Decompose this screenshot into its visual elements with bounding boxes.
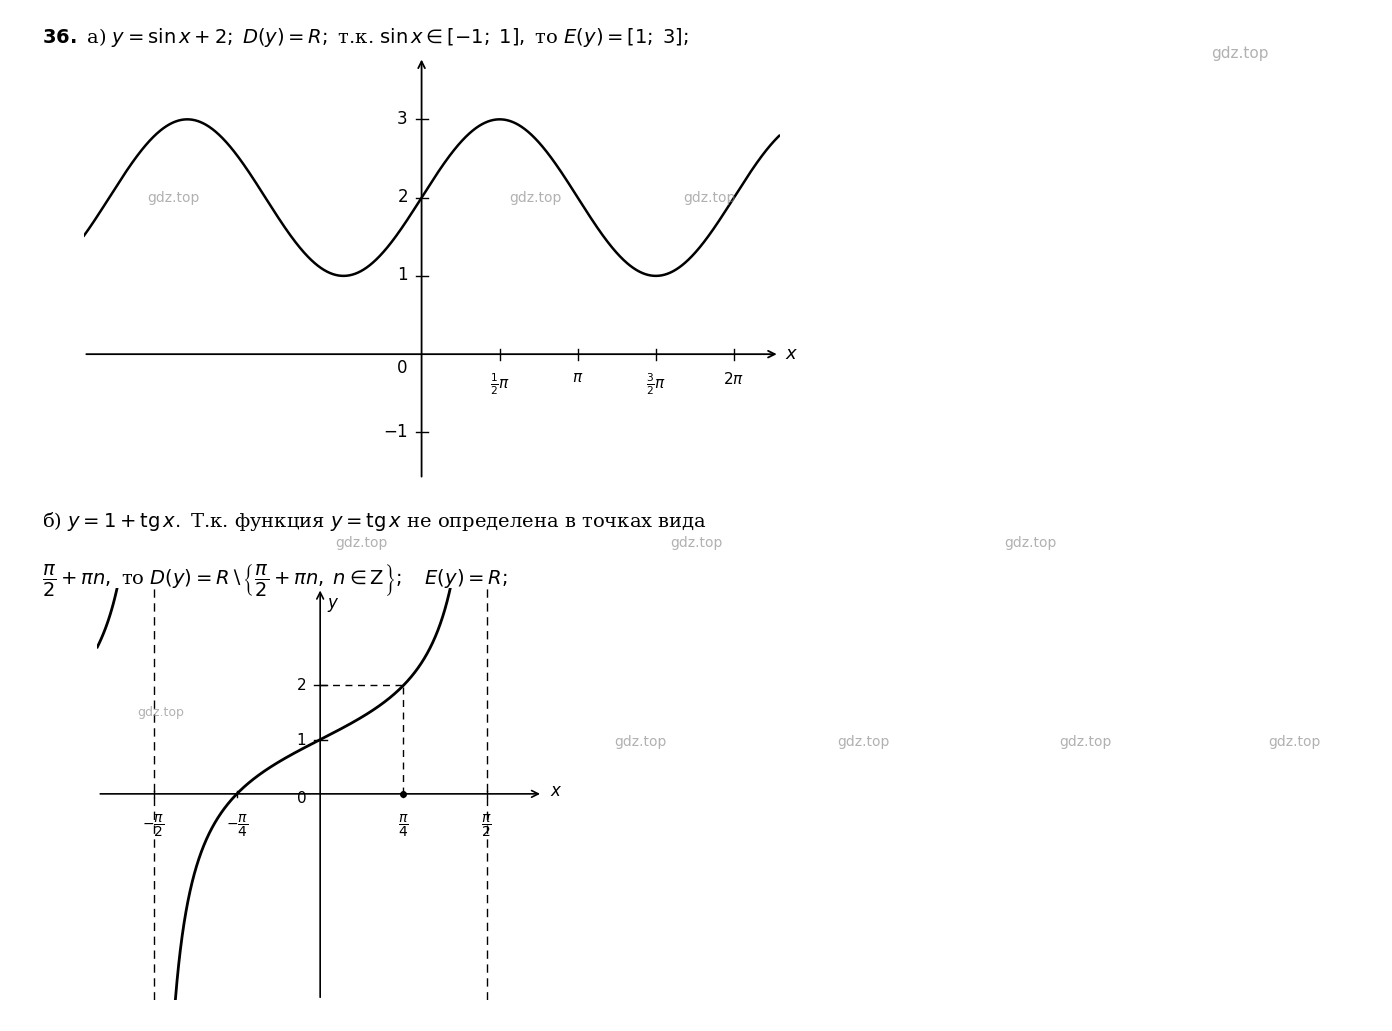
Text: $-\dfrac{\pi}{2}$: $-\dfrac{\pi}{2}$ (142, 812, 164, 839)
Text: $x$: $x$ (550, 783, 562, 800)
Text: $2\pi$: $2\pi$ (724, 371, 745, 388)
Text: gdz.top: gdz.top (683, 191, 736, 204)
Text: $\frac{3}{2}\pi$: $\frac{3}{2}\pi$ (646, 371, 665, 397)
Text: gdz.top: gdz.top (146, 191, 199, 204)
Text: gdz.top: gdz.top (1211, 46, 1268, 62)
Text: $0$: $0$ (295, 790, 306, 805)
Text: gdz.top: gdz.top (509, 191, 562, 204)
Text: $x$: $x$ (785, 345, 799, 363)
Text: gdz.top: gdz.top (1059, 735, 1112, 750)
Text: $-\dfrac{\pi}{4}$: $-\dfrac{\pi}{4}$ (226, 812, 248, 839)
Text: $\dfrac{\pi}{4}$: $\dfrac{\pi}{4}$ (398, 812, 409, 839)
Text: $\frac{1}{2}\pi$: $\frac{1}{2}\pi$ (490, 371, 509, 397)
Text: gdz.top: gdz.top (138, 706, 185, 719)
Text: $\mathbf{36.}$ а) $y = \sin x + 2;\;D(y) = R;$ т.к. $\sin x \in [-1;\;1],$ то $E: $\mathbf{36.}$ а) $y = \sin x + 2;\;D(y)… (42, 26, 688, 48)
Text: $\dfrac{\pi}{2}$: $\dfrac{\pi}{2}$ (482, 812, 493, 839)
Text: gdz.top: gdz.top (1004, 536, 1057, 551)
Text: gdz.top: gdz.top (670, 536, 722, 551)
Text: $\pi$: $\pi$ (572, 371, 583, 386)
Text: $1$: $1$ (296, 732, 306, 747)
Text: $1$: $1$ (397, 267, 408, 285)
Text: $y$: $y$ (327, 596, 340, 613)
Text: $\dfrac{\pi}{2} + \pi n,$ то $D(y) = R\!\setminus\!\left\{\dfrac{\pi}{2} + \pi n: $\dfrac{\pi}{2} + \pi n,$ то $D(y) = R\!… (42, 562, 507, 598)
Text: $2$: $2$ (296, 677, 306, 693)
Text: gdz.top: gdz.top (335, 536, 388, 551)
Text: б) $y = 1 + \mathrm{tg}\,x.$ Т.к. функция $y = \mathrm{tg}\,x$ не определена в т: б) $y = 1 + \mathrm{tg}\,x.$ Т.к. функци… (42, 510, 707, 533)
Text: gdz.top: gdz.top (614, 735, 667, 750)
Text: $3$: $3$ (397, 110, 408, 128)
Text: gdz.top: gdz.top (837, 735, 889, 750)
Text: $2$: $2$ (397, 189, 408, 206)
Text: $-1$: $-1$ (383, 424, 408, 441)
Text: $0$: $0$ (397, 361, 408, 377)
Text: gdz.top: gdz.top (1268, 735, 1321, 750)
